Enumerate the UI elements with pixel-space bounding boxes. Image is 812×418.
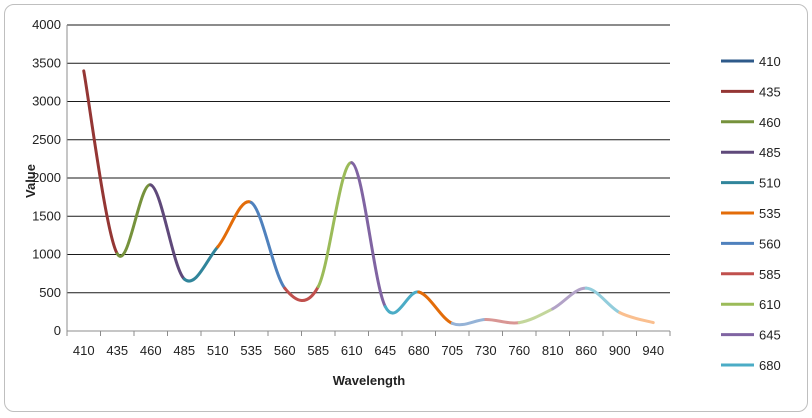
legend-item: 435 (721, 84, 781, 99)
legend-item: 610 (721, 297, 781, 312)
x-tick-label: 510 (207, 343, 229, 358)
legend-label: 460 (759, 115, 781, 130)
legend-item: 535 (721, 206, 781, 221)
x-tick-label: 860 (575, 343, 597, 358)
line-segment-435 (115, 183, 153, 258)
legend-label: 645 (759, 328, 781, 343)
line-segment-760 (517, 307, 555, 325)
line-segment-705 (450, 318, 488, 327)
line-segment-680 (417, 290, 454, 325)
y-tick-label: 1000 (32, 247, 61, 262)
line-segment-485 (182, 245, 220, 283)
legend-item: 510 (721, 176, 781, 191)
chart-frame: 0 500 1000 1500 2000 2500 3000 3500 4000 410 435 4… (4, 4, 808, 412)
legend: 410 435 460 485 510 535 560 585 610 645 680 (721, 54, 781, 373)
legend-label: 410 (759, 54, 781, 69)
line-segment-585 (316, 161, 354, 289)
line-segment-610 (350, 161, 387, 309)
legend-item: 680 (721, 358, 781, 373)
line-segment-900 (618, 311, 655, 325)
x-tick-label: 940 (642, 343, 664, 358)
legend-label: 610 (759, 297, 781, 312)
y-tick-label: 4000 (32, 17, 61, 32)
x-tick-label: 900 (609, 343, 631, 358)
y-tick-label: 2500 (32, 132, 61, 147)
x-tick-label: 460 (140, 343, 162, 358)
legend-label: 680 (759, 358, 781, 373)
legend-item: 645 (721, 328, 781, 343)
legend-label: 585 (759, 267, 781, 282)
x-tick-label: 435 (106, 343, 128, 358)
line-segment-860 (584, 286, 622, 315)
line-segment-810 (551, 286, 588, 311)
x-axis-title: Wavelength (333, 373, 406, 388)
y-tick-label: 0 (54, 323, 61, 338)
line-segment-560 (283, 285, 320, 302)
x-tick-label: 705 (441, 343, 463, 358)
line-segment-535 (249, 200, 287, 290)
legend-item: 585 (721, 267, 781, 282)
legend-label: 510 (759, 176, 781, 191)
legend-item: 485 (721, 145, 781, 160)
x-tick-label: 585 (307, 343, 329, 358)
legend-label: 560 (759, 236, 781, 251)
y-tick-label: 2000 (32, 170, 61, 185)
y-tick-label: 3000 (32, 94, 61, 109)
line-segment-645 (383, 290, 421, 315)
x-tick-label: 680 (408, 343, 430, 358)
x-tick-label: 760 (508, 343, 530, 358)
gridlines (66, 24, 670, 332)
x-tick-label: 610 (341, 343, 363, 358)
x-tick-label: 560 (274, 343, 296, 358)
x-tick-label: 730 (475, 343, 497, 358)
legend-label: 485 (759, 145, 781, 160)
x-axis-ticks: 410 435 460 485 510 535 560 585 610 645 680 705 730 7… (66, 331, 671, 358)
x-tick-label: 645 (374, 343, 396, 358)
legend-label: 535 (759, 206, 781, 221)
line-segment-730 (484, 318, 521, 325)
x-tick-label: 810 (542, 343, 564, 358)
x-tick-label: 535 (240, 343, 262, 358)
line-segment-410 (82, 69, 119, 256)
legend-item: 410 (721, 54, 781, 69)
series-lines (82, 69, 655, 327)
legend-label: 435 (759, 84, 781, 99)
y-axis-title: Value (23, 164, 38, 198)
x-tick-label: 410 (73, 343, 95, 358)
y-axis-ticks: 0 500 1000 1500 2000 2500 3000 3500 4000 (32, 17, 61, 338)
line-segment-510 (216, 200, 253, 249)
y-tick-label: 500 (39, 285, 61, 300)
y-tick-label: 3500 (32, 55, 61, 70)
y-tick-label: 1500 (32, 208, 61, 223)
legend-item: 560 (721, 236, 781, 251)
legend-item: 460 (721, 115, 781, 130)
line-segment-460 (149, 183, 186, 281)
x-tick-label: 485 (173, 343, 195, 358)
